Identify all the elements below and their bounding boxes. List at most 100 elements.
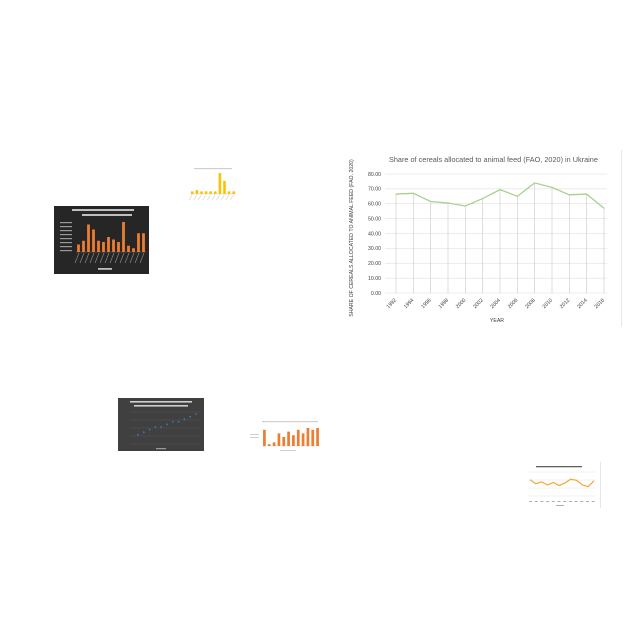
- thumb-tick: [89, 252, 95, 264]
- thumb-bar: [267, 444, 271, 446]
- thumb-bar: [316, 428, 319, 446]
- thumb-bar: [87, 224, 90, 252]
- thumb-point: [183, 418, 186, 421]
- thumb-xlabel-bar: [98, 268, 112, 270]
- thumb-tick: [546, 501, 550, 502]
- thumb-bar: [92, 229, 95, 252]
- thumb-bar: [117, 242, 120, 252]
- y-tick-label: 70.00: [368, 187, 381, 193]
- x-tick-label: 2010: [542, 298, 554, 310]
- thumb-bar: [218, 173, 222, 194]
- thumb-ytick: [60, 230, 72, 232]
- thumb-chart-dark-scatter: [118, 398, 204, 451]
- thumb-tick: [207, 194, 211, 201]
- y-tick-label: 40.00: [368, 231, 381, 237]
- thumb-tick: [557, 501, 561, 502]
- thumb-tick: [193, 194, 197, 201]
- thumb-bar: [301, 433, 305, 446]
- thumb-tick: [529, 501, 532, 502]
- thumb-point: [142, 431, 145, 434]
- thumb-ytick: [60, 222, 72, 224]
- thumb-bar: [142, 233, 145, 252]
- thumb-tick: [84, 252, 90, 264]
- thumb-tick: [109, 252, 115, 264]
- thumb-bar: [77, 244, 80, 252]
- thumb-title-bar: [536, 466, 582, 468]
- thumb-orange-svg: [250, 421, 320, 451]
- thumb-tick: [551, 501, 555, 502]
- thumb-tick: [74, 252, 80, 264]
- thumb-series-line: [529, 478, 595, 488]
- thumb-bar: [292, 435, 295, 446]
- thumb-bar: [102, 242, 105, 252]
- thumb-bar: [195, 190, 199, 194]
- thumb-tick: [216, 194, 220, 201]
- x-tick-label: 2000: [455, 298, 467, 310]
- thumb-xlabel-bar: [556, 505, 564, 506]
- thumb-tick: [119, 252, 125, 264]
- thumb-tick: [124, 252, 130, 264]
- thumb-tick: [79, 252, 85, 264]
- x-tick-label: 1996: [420, 298, 432, 310]
- thumb-bar: [306, 428, 310, 446]
- thumb-tick: [94, 252, 100, 264]
- thumb-tick: [568, 501, 572, 502]
- thumb-bar: [272, 442, 276, 446]
- thumb-bar: [209, 191, 212, 194]
- y-tick-label: 50.00: [368, 216, 381, 222]
- thumb-bar: [287, 431, 290, 446]
- thumb-tick: [197, 194, 202, 201]
- x-tick-label: 1994: [403, 298, 415, 310]
- main-line-chart: Share of cereals allocated to animal fee…: [343, 150, 622, 327]
- thumb-tick: [534, 501, 538, 502]
- thumb-tick: [114, 252, 120, 264]
- thumb-point: [195, 413, 197, 415]
- thumb-ytick: [60, 242, 72, 244]
- thumb-xlabel-bar: [156, 448, 166, 450]
- thumb-bar: [296, 429, 300, 446]
- thumb-bar: [223, 180, 226, 194]
- thumb-tick: [563, 501, 567, 502]
- thumb-bar: [204, 191, 208, 194]
- thumb-line-svg: [528, 466, 596, 506]
- thumb-scatter-svg: [130, 401, 200, 450]
- thumb-tick: [211, 194, 216, 201]
- thumb-tick: [134, 252, 140, 264]
- thumb-bar: [127, 245, 130, 252]
- y-tick-label: 30.00: [368, 246, 381, 252]
- grid-layer: [385, 173, 607, 294]
- y-axis-label: SHARE OF CEREALS ALLOCATED TO ANIMAL FEE…: [349, 159, 355, 317]
- thumb-bar: [227, 191, 231, 194]
- x-tick-label: 2016: [594, 298, 606, 310]
- thumb-title-bar: [82, 214, 132, 216]
- series-line: [395, 182, 605, 209]
- thumb-ylabel-bar: [250, 437, 259, 438]
- main-chart-svg: Share of cereals allocated to animal fee…: [349, 155, 607, 324]
- thumb-ytick: [60, 226, 72, 228]
- thumb-tick: [129, 252, 135, 264]
- thumb-yellow-svg: [188, 168, 236, 201]
- thumb-bar: [311, 429, 315, 446]
- thumb-chart-orange-line: [520, 462, 601, 508]
- x-axis-label: YEAR: [490, 318, 504, 324]
- thumb-ytick: [60, 234, 72, 236]
- thumb-dark-bars-svg: [60, 209, 146, 270]
- thumb-bar: [137, 233, 140, 252]
- thumb-point: [171, 420, 174, 423]
- thumb-bar: [132, 248, 135, 252]
- y-tick-labels: 0.00 10.00 20.00 30.00 40.00 50.00 60.00 70.00 8…: [368, 172, 381, 297]
- thumb-bar: [200, 191, 203, 194]
- thumb-tick: [188, 194, 193, 201]
- thumb-chart-dark-bars: [54, 206, 149, 274]
- thumb-chart-orange-bars: [248, 418, 323, 454]
- thumb-point: [148, 428, 151, 431]
- thumb-bar: [282, 437, 286, 446]
- thumb-point: [154, 426, 157, 428]
- thumb-tick: [230, 194, 234, 201]
- x-tick-label: 2014: [576, 298, 588, 310]
- x-tick-labels: 1992 1994 1996 1998 2000 2002 2004 2006 2008 2010…: [386, 298, 606, 310]
- thumb-tick: [99, 252, 105, 264]
- thumb-bar: [277, 433, 281, 446]
- thumb-point: [166, 423, 168, 426]
- thumb-bar: [112, 239, 115, 252]
